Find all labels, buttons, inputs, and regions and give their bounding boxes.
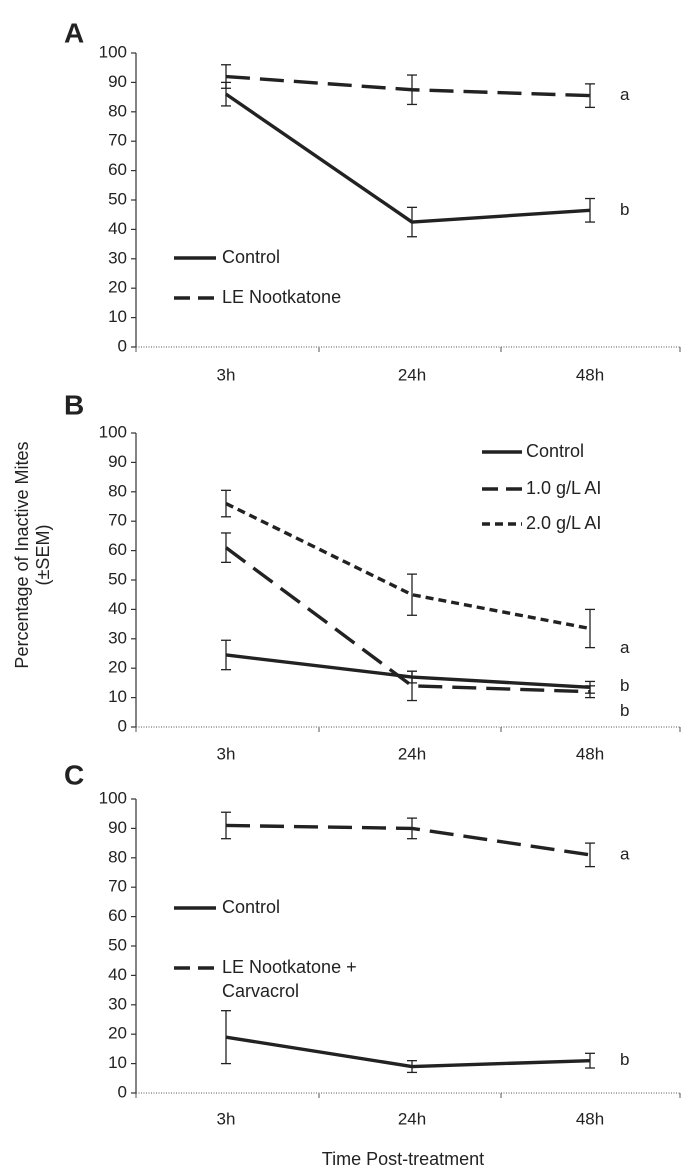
- panel-a-y-tick-label: 30: [108, 248, 127, 267]
- panel-b-series-control-significance-label: b: [620, 676, 629, 695]
- panel-a-series-le-nootkatone-error-bar: [585, 83, 595, 109]
- y-axis-title: Percentage of Inactive Mites(±SEM): [12, 441, 53, 668]
- legend-label-line: 1.0 g/L AI: [526, 478, 601, 498]
- legend-label-line: LE Nootkatone +: [222, 957, 357, 977]
- legend-label-line: 2.0 g/L AI: [526, 513, 601, 533]
- panel-c-series-le-nootkatone-error-bar: [221, 811, 231, 840]
- panel-a-series-control-error-bar: [407, 206, 417, 238]
- panel-b-y-tick-label: 20: [108, 658, 127, 677]
- panel-c-series-le-nootkatone-significance-label: a: [620, 844, 630, 863]
- panel-a-y-tick-label: 20: [108, 278, 127, 297]
- panel-c-y-tick-label: 90: [108, 818, 127, 837]
- panel-c-series-le-nootkatone-error-bar: [407, 817, 417, 840]
- panel-c-series-le-nootkatone-error-bar: [585, 842, 595, 868]
- panel-a-series-control-error-bar: [585, 197, 595, 223]
- panel-b-y-tick-label: 10: [108, 687, 127, 706]
- panel-b-y-tick-label: 40: [108, 599, 127, 618]
- panel-a-y-tick-label: 80: [108, 101, 127, 120]
- panel-c-series-control-significance-label: b: [620, 1050, 629, 1069]
- panel-c-y-tick-label: 30: [108, 994, 127, 1013]
- panel-c-series-control-error-bar: [221, 1010, 231, 1065]
- panel-b-y-tick-label: 60: [108, 540, 127, 559]
- panel-a-series-control-legend-label: Control: [222, 247, 280, 267]
- panel-c-y-tick-label: 10: [108, 1053, 127, 1072]
- panel-b-series-1-0-g-l-ai-legend-label: 1.0 g/L AI: [526, 478, 601, 498]
- x-axis-title: Time Post-treatment: [322, 1149, 484, 1169]
- panel-a-y-tick-label: 70: [108, 131, 127, 150]
- panel-a-y-tick-label: 50: [108, 189, 127, 208]
- panel-c-series-le-nootkatone-line: [225, 823, 591, 857]
- panel-b-y-tick-label: 0: [118, 716, 127, 735]
- panel-b-y-tick-label: 90: [108, 452, 127, 471]
- panel-a-y-tick-label: 60: [108, 160, 127, 179]
- panel-b-x-tick-label: 48h: [576, 744, 604, 763]
- y-axis-title-line: (±SEM): [33, 525, 53, 586]
- panel-b-letter: B: [64, 389, 84, 420]
- panel-b-y-tick-label: 50: [108, 569, 127, 588]
- panel-b-series-1-0-g-l-ai-line: [224, 546, 591, 694]
- panel-a-y-tick-label: 0: [118, 336, 127, 355]
- panel-b-series-2-0-g-l-ai-error-bar: [221, 489, 231, 518]
- panel-a: A 0 10 20 30 40 50 60 70 80 90 100 3h 24h 48h b Control a…: [64, 17, 681, 384]
- panel-b-series-2-0-g-l-ai-error-bar: [585, 608, 595, 649]
- panel-b-series-1-0-g-l-ai-error-bar: [585, 685, 595, 699]
- panel-c-series-le-nootkatone-legend-label: LE Nootkatone + Carvacrol: [222, 957, 357, 1001]
- panel-a-series-le-nootkatone-error-bar: [407, 74, 417, 106]
- panel-c-y-tick-label: 0: [118, 1082, 127, 1101]
- panel-a-series-le-nootkatone-legend-label: LE Nootkatone: [222, 287, 341, 307]
- panel-a-y-tick-label: 100: [99, 42, 127, 61]
- panel-a-series-le-nootkatone-line: [225, 74, 591, 98]
- legend-label-line: Control: [222, 897, 280, 917]
- panel-c-series-control-error-bar: [407, 1060, 417, 1074]
- panel-b-series-control-error-bar: [221, 639, 231, 671]
- panel-c-series-control-legend-label: Control: [222, 897, 280, 917]
- legend-label-line: Control: [526, 441, 584, 461]
- panel-a-series-le-nootkatone-error-bar: [221, 64, 231, 89]
- panel-b: B 0 10 20 30 40 50 60 70 80 90 100 3h 24h 48h b Control b…: [64, 389, 681, 763]
- panel-a-series-le-nootkatone-significance-label: a: [620, 85, 630, 104]
- panel-a-x-tick-label: 3h: [217, 365, 236, 384]
- panel-b-series-2-0-g-l-ai-error-bar: [407, 573, 417, 616]
- panel-b-x-tick-label: 3h: [217, 744, 236, 763]
- panel-c: C 0 10 20 30 40 50 60 70 80 90 100 3h 24h 48h b Control a…: [64, 759, 681, 1128]
- panel-b-x-tick-label: 24h: [398, 744, 426, 763]
- panel-a-letter: A: [64, 17, 84, 48]
- panel-a-y-tick-label: 10: [108, 307, 127, 326]
- panel-c-x-tick-label: 3h: [217, 1109, 236, 1128]
- panel-a-y-tick-label: 40: [108, 219, 127, 238]
- legend-label-line: Carvacrol: [222, 981, 299, 1001]
- panel-a-x-tick-label: 48h: [576, 365, 604, 384]
- panel-b-series-1-0-g-l-ai-error-bar: [407, 670, 417, 702]
- panel-b-series-2-0-g-l-ai-significance-label: a: [620, 638, 630, 657]
- panel-c-y-tick-label: 80: [108, 847, 127, 866]
- panel-b-y-tick-label: 30: [108, 628, 127, 647]
- panel-c-y-tick-label: 100: [99, 788, 127, 807]
- panel-b-series-control-legend-label: Control: [526, 441, 584, 461]
- panel-b-y-tick-label: 80: [108, 481, 127, 500]
- panel-b-y-tick-label: 70: [108, 511, 127, 530]
- panel-b-series-1-0-g-l-ai-significance-label: b: [620, 701, 629, 720]
- panel-a-x-tick-label: 24h: [398, 365, 426, 384]
- legend-label-line: Control: [222, 247, 280, 267]
- panel-b-y-tick-label: 100: [99, 422, 127, 441]
- legend-label-line: LE Nootkatone: [222, 287, 341, 307]
- panel-c-y-tick-label: 50: [108, 935, 127, 954]
- panel-b-series-2-0-g-l-ai-legend-label: 2.0 g/L AI: [526, 513, 601, 533]
- panel-b-series-1-0-g-l-ai-error-bar: [221, 532, 231, 564]
- panel-c-series-control-line: [225, 1035, 591, 1069]
- panel-a-series-control-significance-label: b: [620, 200, 629, 219]
- panel-b-series-2-0-g-l-ai-line: [225, 502, 591, 631]
- y-axis-title-line: Percentage of Inactive Mites: [12, 441, 32, 668]
- panel-c-x-tick-label: 48h: [576, 1109, 604, 1128]
- panel-c-y-tick-label: 70: [108, 877, 127, 896]
- panel-a-y-tick-label: 90: [108, 72, 127, 91]
- panel-c-y-tick-label: 60: [108, 906, 127, 925]
- panel-a-series-control-line: [225, 92, 591, 224]
- panel-c-letter: C: [64, 759, 84, 790]
- panel-c-y-tick-label: 40: [108, 965, 127, 984]
- panel-c-x-tick-label: 24h: [398, 1109, 426, 1128]
- panel-c-series-control-error-bar: [585, 1052, 595, 1069]
- panel-c-y-tick-label: 20: [108, 1024, 127, 1043]
